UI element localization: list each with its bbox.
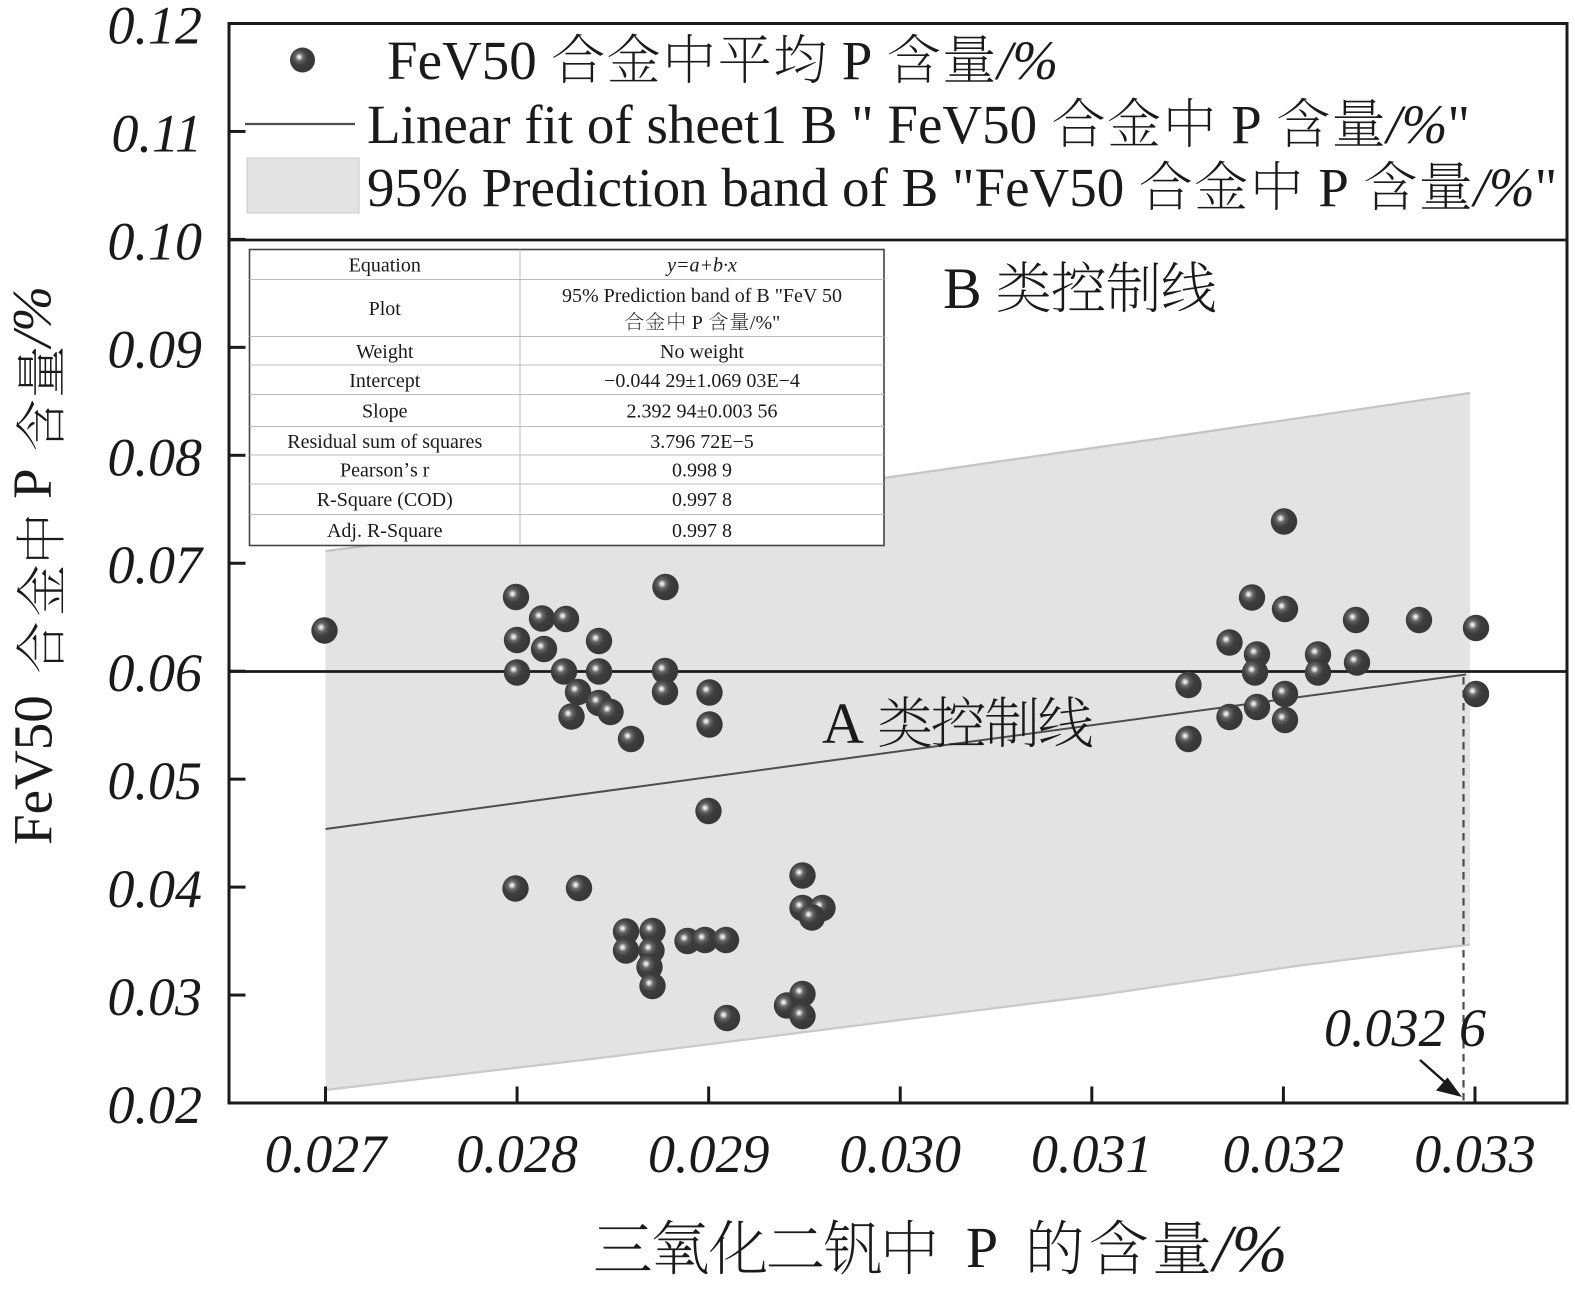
svg-text:95% Prediction band of B "FeV: 95% Prediction band of B "FeV 50 [562, 285, 842, 307]
svg-text:0.027: 0.027 [265, 1124, 389, 1184]
svg-text:0.05: 0.05 [108, 751, 203, 811]
svg-text:P: P [692, 312, 703, 334]
svg-text:0.032 6: 0.032 6 [1324, 998, 1486, 1058]
svg-text:/%: /% [1209, 1212, 1287, 1286]
svg-text:Slope: Slope [362, 401, 408, 423]
svg-text:Weight: Weight [356, 341, 414, 363]
svg-text:P: P [2, 468, 63, 499]
svg-text:0.12: 0.12 [108, 0, 203, 56]
svg-text:B: B [943, 256, 982, 321]
svg-text:0.09: 0.09 [108, 319, 203, 379]
svg-text:y=a+b·x: y=a+b·x [665, 255, 737, 277]
svg-text:0.032: 0.032 [1223, 1124, 1345, 1184]
svg-text:0.07: 0.07 [108, 535, 205, 595]
svg-text:2.392 94±0.003 56: 2.392 94±0.003 56 [627, 401, 778, 423]
svg-text:0.031: 0.031 [1031, 1124, 1153, 1184]
svg-text:": " [1535, 157, 1557, 218]
svg-text:P: P [1318, 157, 1349, 218]
svg-text:Equation: Equation [349, 255, 421, 277]
svg-text:0.997 8: 0.997 8 [672, 489, 732, 511]
svg-text:Intercept: Intercept [349, 370, 421, 392]
svg-text:0.033: 0.033 [1414, 1124, 1536, 1184]
svg-text:0.10: 0.10 [108, 211, 203, 271]
svg-text:P: P [966, 1215, 998, 1280]
svg-text:0.02: 0.02 [108, 1075, 203, 1135]
svg-text:3.796 72E−5: 3.796 72E−5 [650, 431, 754, 453]
svg-text:Adj. R-Square: Adj. R-Square [327, 520, 443, 542]
svg-text:A: A [822, 691, 864, 756]
svg-text:Plot: Plot [369, 298, 402, 320]
svg-text:Pearsonʼs r: Pearsonʼs r [340, 460, 430, 482]
svg-text:0.029: 0.029 [648, 1124, 770, 1184]
svg-text:/%": /%" [750, 312, 780, 334]
svg-text:P: P [842, 30, 873, 91]
svg-text:P: P [1231, 94, 1262, 155]
svg-text:FeV50: FeV50 [387, 30, 537, 91]
svg-text:0.998 9: 0.998 9 [672, 460, 732, 482]
svg-text:No weight: No weight [660, 341, 744, 363]
svg-text:/%: /% [994, 30, 1058, 91]
svg-text:Residual sum of squares: Residual sum of squares [287, 431, 482, 453]
svg-text:FeV50: FeV50 [3, 695, 64, 845]
svg-text:": " [1448, 94, 1470, 155]
svg-text:/%: /% [2, 286, 63, 350]
svg-text:/%: /% [1471, 157, 1535, 218]
svg-text:0.03: 0.03 [108, 967, 203, 1027]
svg-text:−0.044 29±1.069 03E−4: −0.044 29±1.069 03E−4 [604, 370, 800, 392]
svg-text:Linear fit of sheet1 B " FeV50: Linear fit of sheet1 B " FeV50 [367, 94, 1037, 155]
svg-text:0.11: 0.11 [112, 104, 203, 164]
svg-text:0.04: 0.04 [108, 859, 203, 919]
svg-text:0.06: 0.06 [108, 643, 203, 703]
svg-text:/%: /% [1383, 94, 1447, 155]
svg-text:0.028: 0.028 [456, 1124, 578, 1184]
svg-text:0.030: 0.030 [839, 1124, 961, 1184]
svg-text:0.08: 0.08 [108, 427, 203, 487]
svg-text:95% Prediction band of B "FeV5: 95% Prediction band of B "FeV50 [367, 157, 1124, 218]
svg-text:R-Square (COD): R-Square (COD) [317, 489, 453, 511]
svg-text:0.997 8: 0.997 8 [672, 520, 732, 542]
